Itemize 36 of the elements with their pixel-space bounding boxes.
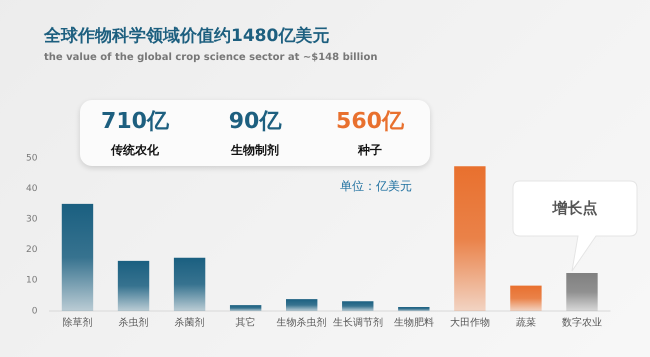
y-tick-label: 40 — [26, 184, 38, 194]
bar — [566, 273, 598, 311]
text: 传统农化 — [110, 142, 160, 159]
bar — [398, 307, 430, 311]
y-tick-label: 20 — [26, 245, 38, 256]
bar — [510, 286, 542, 311]
text: 种子 — [356, 142, 383, 159]
chart-subtitle: the value of the global crop science sector at ~$148 billion — [44, 52, 378, 63]
bar — [118, 260, 150, 311]
chart-title: 全球作物科学领域价值约1480亿美元 — [44, 25, 330, 47]
bar — [286, 299, 318, 311]
y-tick-label: 30 — [26, 214, 38, 225]
x-tick-label: 数字农业 — [562, 316, 602, 329]
y-tick-label: 0 — [32, 306, 38, 316]
text: 710亿 — [100, 108, 170, 136]
bar — [174, 258, 206, 311]
annotation: 增长点 — [551, 198, 598, 218]
bar — [230, 305, 262, 311]
x-tick-label: 蔬菜 — [516, 316, 536, 329]
text: 560亿 — [335, 108, 405, 136]
y-tick-label: 10 — [26, 276, 38, 286]
x-tick-label: 生长调节剂 — [332, 316, 383, 329]
bar — [454, 166, 486, 311]
x-tick-label: 大田作物 — [450, 316, 490, 329]
x-tick-label: 杀菌剂 — [174, 316, 205, 329]
x-tick-label: 其它 — [236, 316, 256, 329]
x-tick-label: 除草剂 — [62, 316, 92, 329]
text: 生物制剂 — [230, 142, 280, 159]
bar — [342, 301, 374, 311]
x-tick-label: 生物杀虫剂 — [276, 316, 327, 329]
y-tick-label: 50 — [26, 153, 38, 164]
text: 90亿 — [228, 108, 282, 136]
x-tick-label: 生物肥料 — [394, 316, 434, 329]
annotation: 单位：亿美元 — [340, 178, 412, 195]
x-tick-label: 杀虫剂 — [118, 316, 149, 329]
bar — [62, 204, 94, 311]
